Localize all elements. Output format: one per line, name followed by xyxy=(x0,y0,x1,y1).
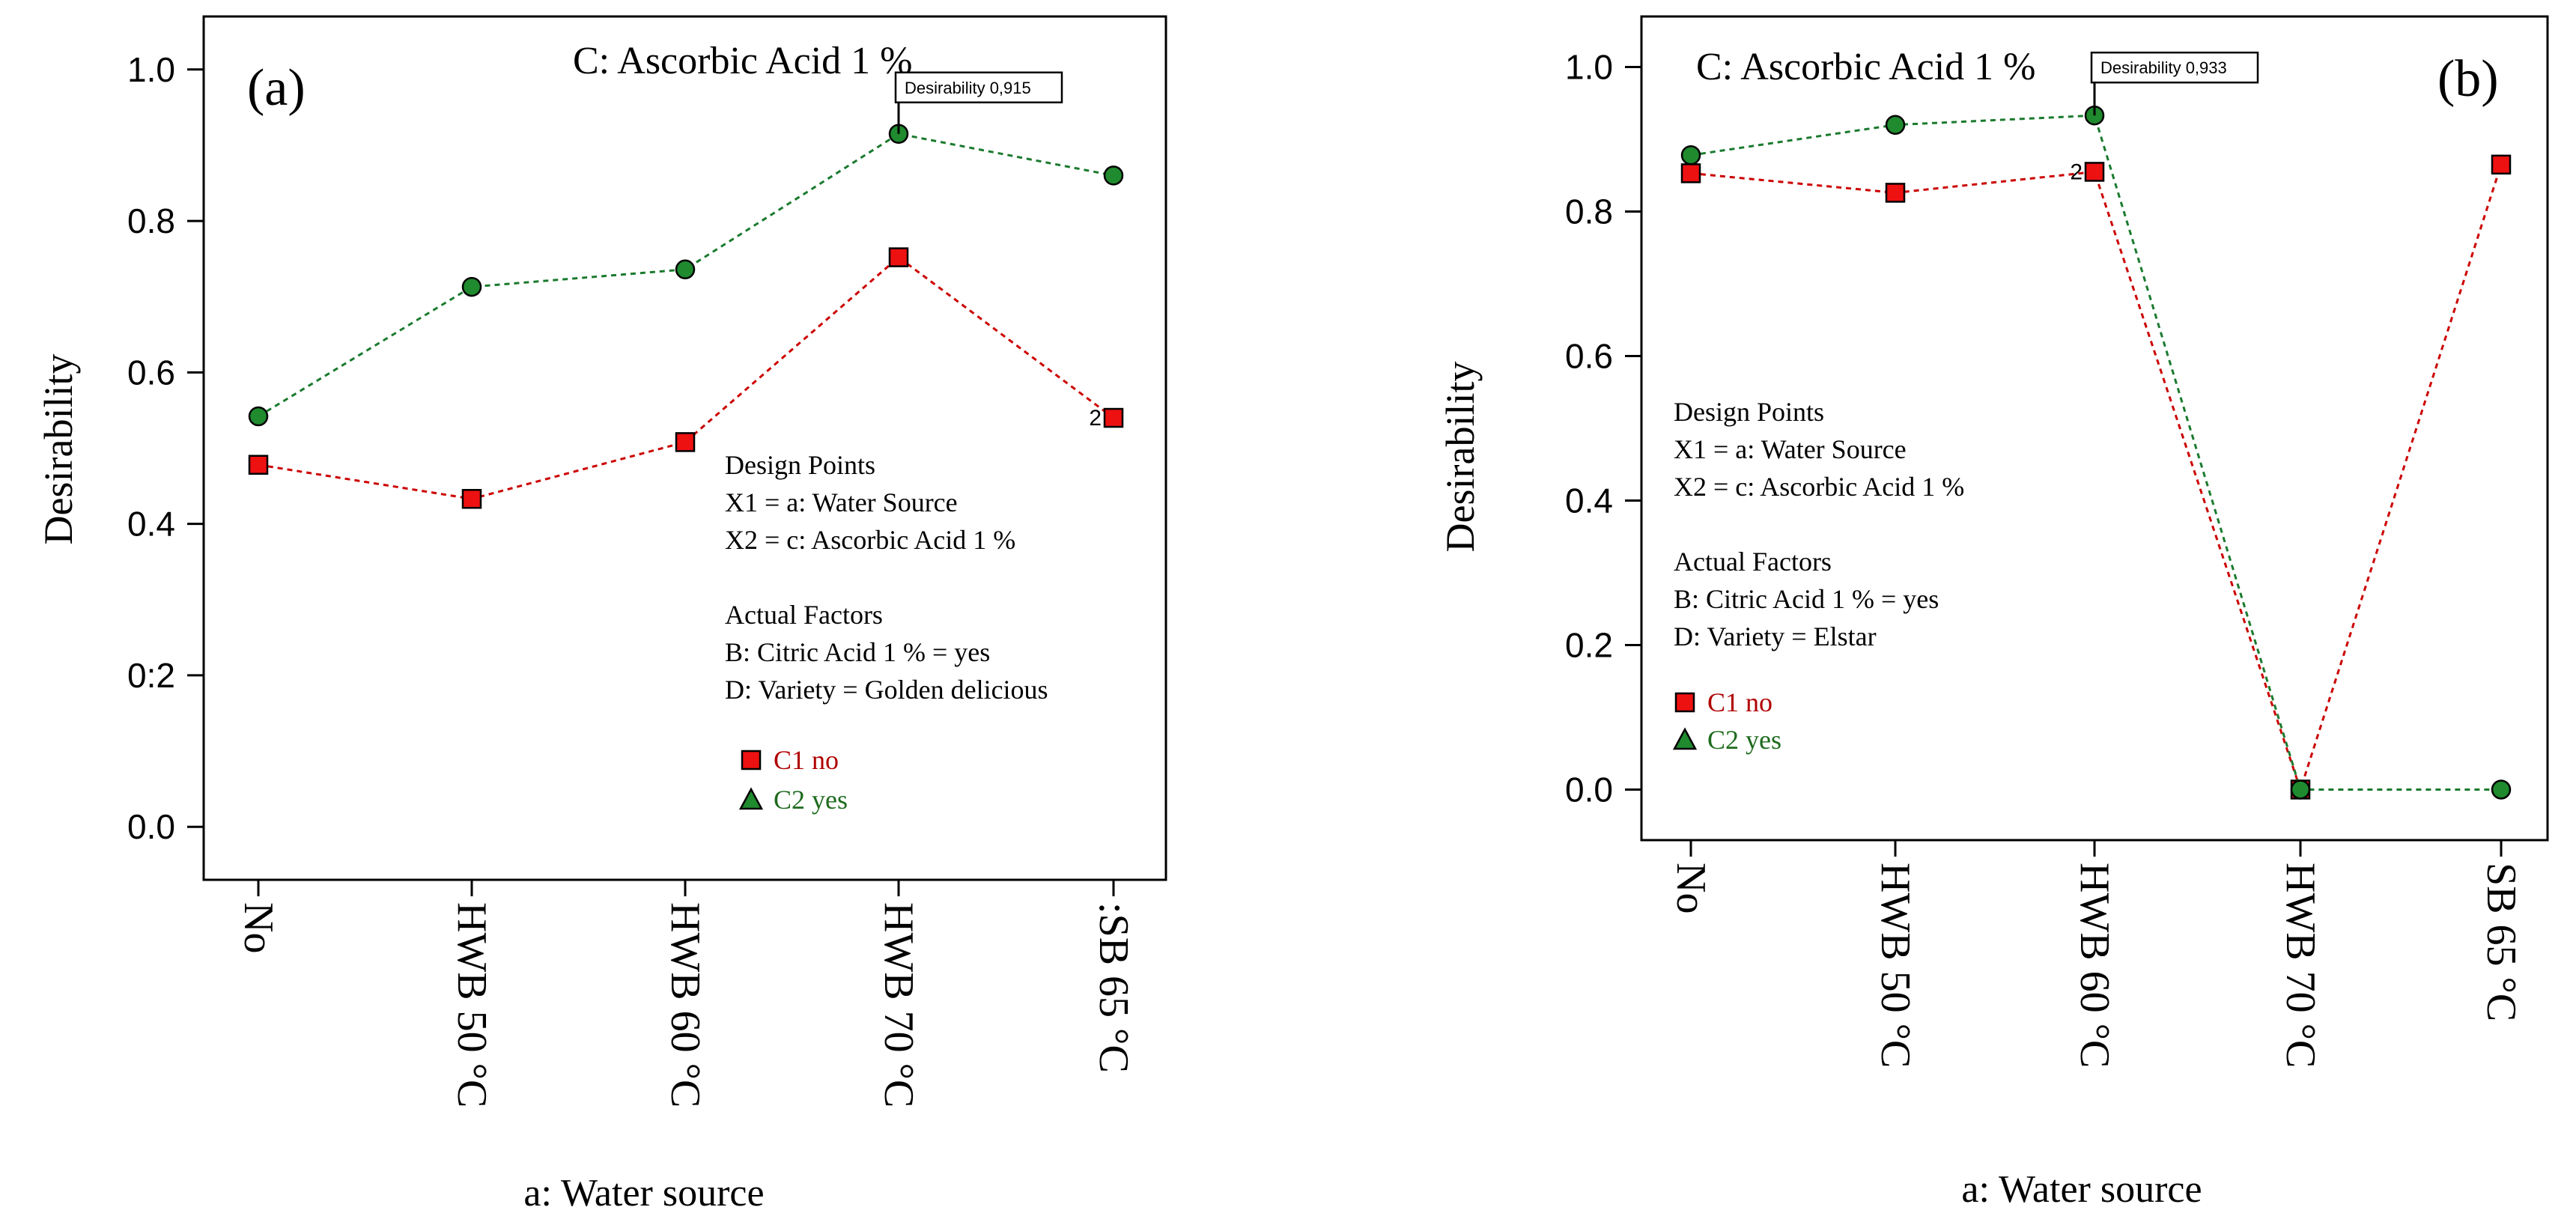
series-line-c2-yes xyxy=(258,133,1114,418)
data-point-c1-no xyxy=(2084,162,2105,182)
x-tick-label: No xyxy=(235,902,282,953)
chart-panel-b: 0.0 0.2 0.4 0.6 0.8 1.0 No HWB 50 °C HWB 60 °C HW… xyxy=(1438,15,2549,1211)
panel-label: (b) xyxy=(2437,50,2499,108)
point-count-note: 2 xyxy=(1089,406,1102,431)
series-line-c1-no xyxy=(1690,164,2503,794)
design-info-line: B: Citric Acid 1 % = yes xyxy=(1674,584,1939,614)
y-tick-label: 0:2 xyxy=(127,656,175,695)
chart-title: C: Ascorbic Acid 1 % xyxy=(1696,46,2036,88)
x-tick-label: HWB 60 °C xyxy=(662,902,708,1107)
design-info-line: D: Variety = Golden delicious xyxy=(725,675,1048,705)
legend-marker-square xyxy=(1674,692,1695,713)
point-count-note: 2 xyxy=(2070,159,2083,184)
design-info-line: X2 = c: Ascorbic Acid 1 % xyxy=(725,525,1015,555)
data-point-c1-no xyxy=(1103,407,1124,428)
design-info-line: D: Variety = Elstar xyxy=(1674,621,1877,651)
legend-marker-triangle xyxy=(1672,727,1698,750)
y-tick-label: 0.8 xyxy=(1565,192,1613,231)
series-c2-yes xyxy=(248,124,1124,427)
data-point-c1-no xyxy=(2491,154,2512,175)
x-tick-label: HWB 50 °C xyxy=(1872,863,1919,1068)
data-point-c1-no xyxy=(248,455,269,475)
data-point-c1-no xyxy=(1680,163,1701,183)
x-tick-label: No xyxy=(1668,863,1714,914)
y-tick-label: 0.4 xyxy=(1565,481,1613,520)
data-point-c2-yes xyxy=(2290,779,2311,800)
data-point-c2-yes xyxy=(1885,115,1906,135)
y-tick-label: 0.0 xyxy=(127,807,175,846)
legend-label: C2 yes xyxy=(1707,725,1781,755)
y-tick-label: 0.8 xyxy=(127,201,175,240)
legend-label: C1 no xyxy=(1707,687,1772,717)
series-line-c1-no xyxy=(258,255,1114,500)
data-point-c2-yes xyxy=(675,259,696,280)
x-tick-label: :SB 65 °C xyxy=(1090,902,1137,1073)
design-info-line: Actual Factors xyxy=(725,600,883,630)
design-info-line: X1 = a: Water Source xyxy=(725,487,958,517)
design-info-line: B: Citric Acid 1 % = yes xyxy=(725,637,990,667)
data-point-c2-yes xyxy=(2491,779,2512,800)
y-tick-label: 0.6 xyxy=(1565,337,1613,376)
x-axis-title: a: Water source xyxy=(1961,1168,2202,1211)
data-point-c1-no xyxy=(461,489,482,509)
y-tick-label: 0.6 xyxy=(127,353,175,392)
callout-label: Desirability 0,933 xyxy=(2100,58,2227,77)
design-info-line: X1 = a: Water Source xyxy=(1674,434,1907,464)
data-point-c2-yes xyxy=(461,276,482,297)
panel-label: (a) xyxy=(247,59,306,117)
legend-marker-triangle xyxy=(738,787,764,810)
data-point-c1-no xyxy=(888,247,909,267)
callout-label: Desirability 0,915 xyxy=(905,79,1031,97)
chart-panel-a: 0.0 0:2 0.4 0.6 0.8 1.0 No HWB 50 °C HWB 60 °C HW… xyxy=(36,15,1167,1215)
x-tick-label: SB 65 °C xyxy=(2478,863,2524,1021)
design-info-line: Design Points xyxy=(1674,397,1824,427)
data-point-c1-no xyxy=(1885,183,1906,203)
design-info-line: X2 = c: Ascorbic Acid 1 % xyxy=(1674,472,1964,502)
x-tick-label: HWB 50 °C xyxy=(449,902,495,1107)
design-info-line: Actual Factors xyxy=(1674,547,1832,577)
y-tick-label: 0.4 xyxy=(127,505,175,544)
data-point-c1-no xyxy=(675,432,696,452)
legend-marker-square xyxy=(741,750,762,770)
callout-box xyxy=(894,71,1063,104)
y-tick-label: 0.0 xyxy=(1565,770,1613,809)
data-point-c2-yes xyxy=(1680,145,1701,165)
y-tick-label: 0.2 xyxy=(1565,625,1613,664)
y-tick-label: 1.0 xyxy=(1565,48,1613,87)
x-tick-label: HWB 70 °C xyxy=(875,902,922,1107)
plot-frame xyxy=(1640,15,2549,842)
design-info-line: Design Points xyxy=(725,450,875,480)
chart-title: C: Ascorbic Acid 1 % xyxy=(573,40,913,82)
x-tick-label: HWB 60 °C xyxy=(2071,863,2118,1068)
callout-box xyxy=(2090,51,2259,84)
y-axis-title: Desirability xyxy=(36,354,81,545)
series-line-c2-yes xyxy=(1690,114,2501,791)
y-axis-title: Desirability xyxy=(1438,362,1483,553)
data-point-c2-yes xyxy=(1103,165,1124,186)
y-tick-label: 1.0 xyxy=(127,50,175,89)
x-tick-label: HWB 70 °C xyxy=(2277,863,2324,1068)
data-point-c2-yes xyxy=(248,406,269,427)
x-axis-title: a: Water source xyxy=(523,1172,764,1215)
legend-label: C1 no xyxy=(774,745,839,775)
legend-label: C2 yes xyxy=(774,785,848,815)
series-c1-no xyxy=(248,247,1124,509)
